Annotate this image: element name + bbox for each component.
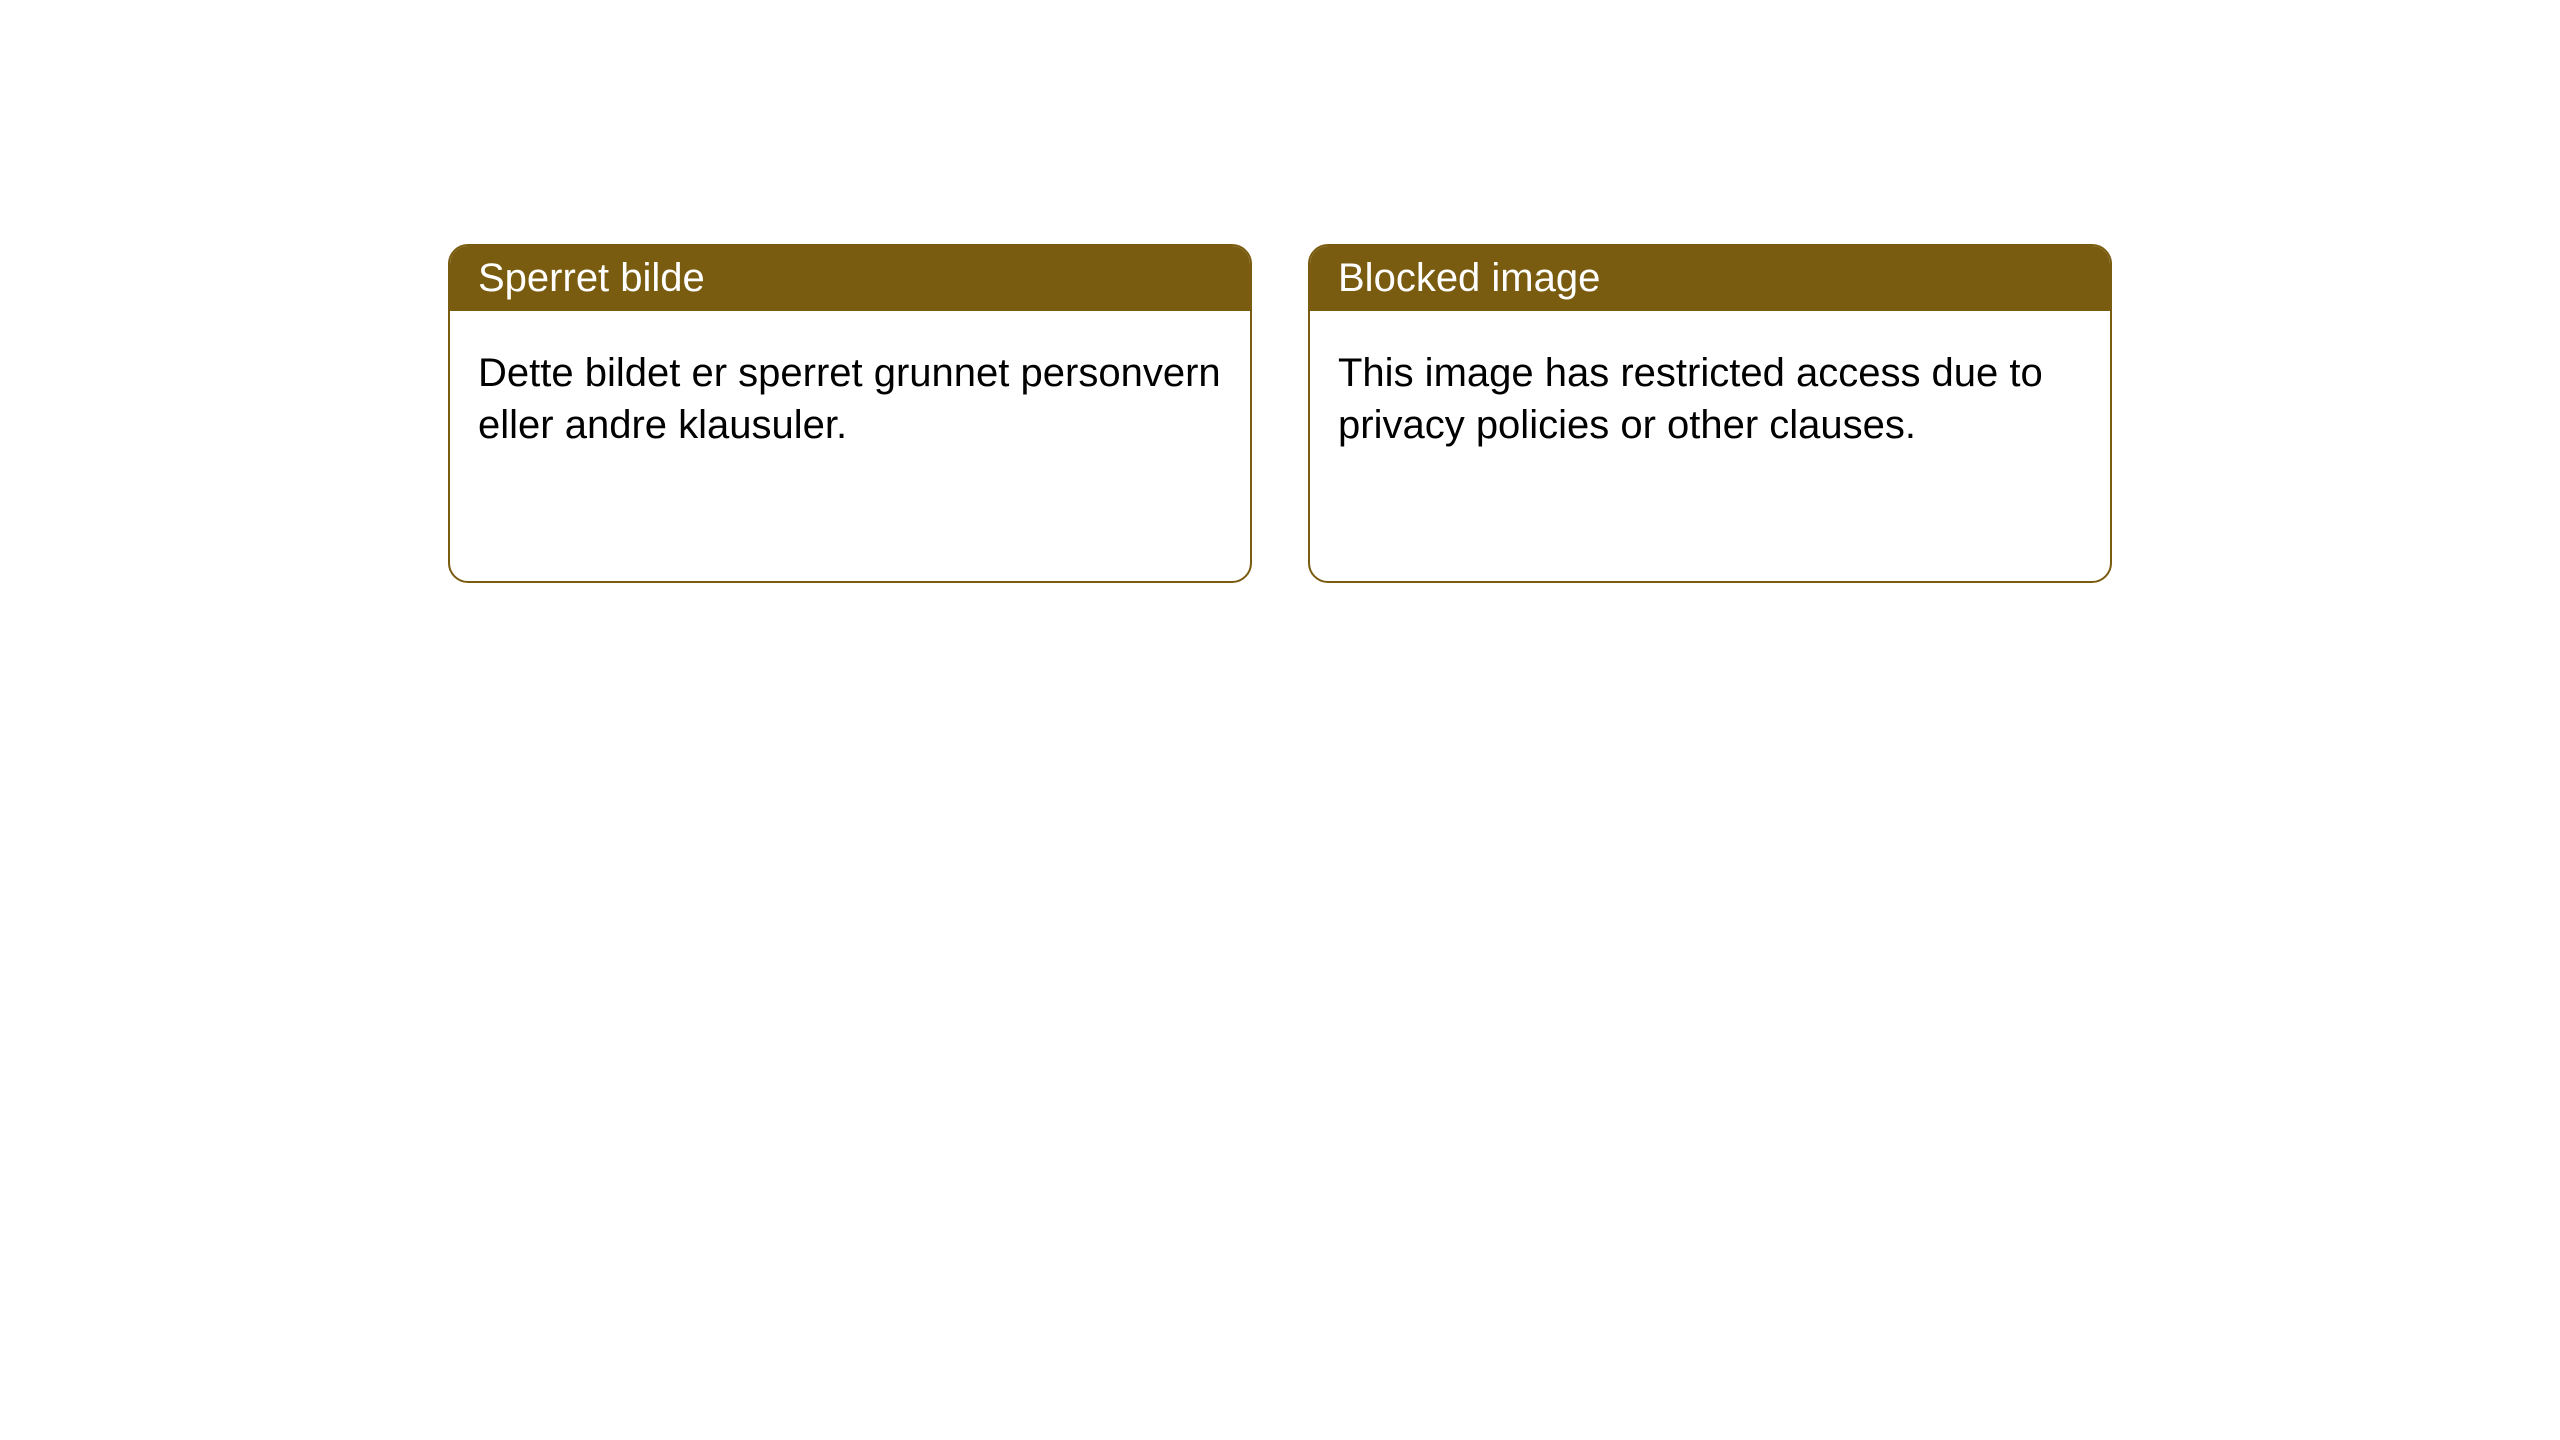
card-body: Dette bildet er sperret grunnet personve… bbox=[450, 311, 1250, 581]
card-header: Blocked image bbox=[1310, 246, 2110, 311]
notice-card-english: Blocked image This image has restricted … bbox=[1308, 244, 2112, 583]
card-title: Sperret bilde bbox=[478, 256, 705, 300]
notice-cards-container: Sperret bilde Dette bildet er sperret gr… bbox=[0, 0, 2560, 583]
notice-card-norwegian: Sperret bilde Dette bildet er sperret gr… bbox=[448, 244, 1252, 583]
card-header: Sperret bilde bbox=[450, 246, 1250, 311]
card-body-text: This image has restricted access due to … bbox=[1338, 347, 2082, 451]
card-body-text: Dette bildet er sperret grunnet personve… bbox=[478, 347, 1222, 451]
card-title: Blocked image bbox=[1338, 256, 1600, 300]
card-body: This image has restricted access due to … bbox=[1310, 311, 2110, 581]
